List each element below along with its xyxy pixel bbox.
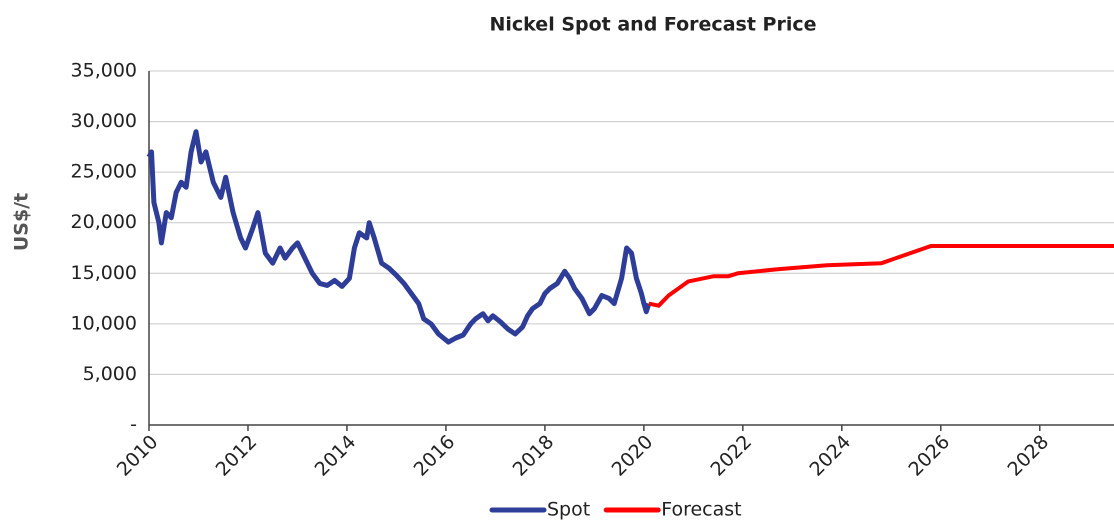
x-tick-label: 2012 [212, 431, 262, 481]
x-tick-label: 2014 [311, 431, 361, 481]
x-tick-label: 2028 [1003, 431, 1053, 481]
series-line [648, 244, 1114, 308]
y-tick-label: 30,000 [71, 110, 137, 132]
x-tick-label: 2016 [410, 431, 460, 481]
x-tick-label: 2010 [113, 431, 163, 481]
y-tick-label: 35,000 [71, 60, 137, 82]
legend-label: Spot [547, 499, 590, 521]
y-tick-label: 15,000 [71, 262, 137, 284]
legend-label: Forecast [661, 499, 741, 521]
y-tick-label: - [130, 414, 137, 436]
x-tick-label: 2022 [707, 431, 757, 481]
x-tick-label: 2024 [805, 431, 855, 481]
y-tick-label: 20,000 [71, 211, 137, 233]
y-tick-label: 25,000 [71, 161, 137, 183]
series-line [146, 129, 652, 345]
y-tick-label: 5,000 [83, 363, 137, 385]
x-tick-label: 2026 [904, 431, 954, 481]
y-tick-label: 10,000 [71, 312, 137, 334]
chart-title: Nickel Spot and Forecast Price [490, 14, 817, 36]
y-axis-label: US$/t [11, 193, 33, 251]
x-tick-label: 2020 [608, 431, 658, 481]
x-tick-label: 2018 [509, 431, 559, 481]
